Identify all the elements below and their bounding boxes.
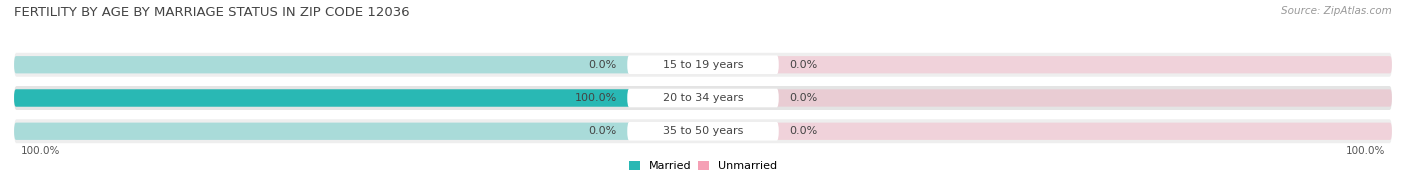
Text: Source: ZipAtlas.com: Source: ZipAtlas.com [1281, 6, 1392, 16]
FancyBboxPatch shape [14, 89, 703, 107]
Text: 100.0%: 100.0% [1346, 146, 1385, 156]
FancyBboxPatch shape [703, 89, 1392, 107]
Text: 0.0%: 0.0% [789, 60, 817, 70]
FancyBboxPatch shape [627, 55, 779, 74]
FancyBboxPatch shape [703, 123, 1392, 140]
Text: 100.0%: 100.0% [575, 93, 617, 103]
Text: 0.0%: 0.0% [589, 60, 617, 70]
FancyBboxPatch shape [627, 89, 779, 107]
Text: 0.0%: 0.0% [789, 126, 817, 136]
FancyBboxPatch shape [14, 56, 703, 73]
FancyBboxPatch shape [627, 122, 779, 141]
Text: 100.0%: 100.0% [21, 146, 60, 156]
FancyBboxPatch shape [14, 53, 1392, 77]
Legend: Married, Unmarried: Married, Unmarried [628, 161, 778, 172]
FancyBboxPatch shape [14, 119, 1392, 143]
FancyBboxPatch shape [14, 123, 703, 140]
Text: 15 to 19 years: 15 to 19 years [662, 60, 744, 70]
FancyBboxPatch shape [14, 89, 703, 107]
Text: 0.0%: 0.0% [589, 126, 617, 136]
Text: 35 to 50 years: 35 to 50 years [662, 126, 744, 136]
Text: 0.0%: 0.0% [789, 93, 817, 103]
FancyBboxPatch shape [703, 56, 1392, 73]
Text: FERTILITY BY AGE BY MARRIAGE STATUS IN ZIP CODE 12036: FERTILITY BY AGE BY MARRIAGE STATUS IN Z… [14, 6, 409, 19]
FancyBboxPatch shape [14, 86, 1392, 110]
Text: 20 to 34 years: 20 to 34 years [662, 93, 744, 103]
